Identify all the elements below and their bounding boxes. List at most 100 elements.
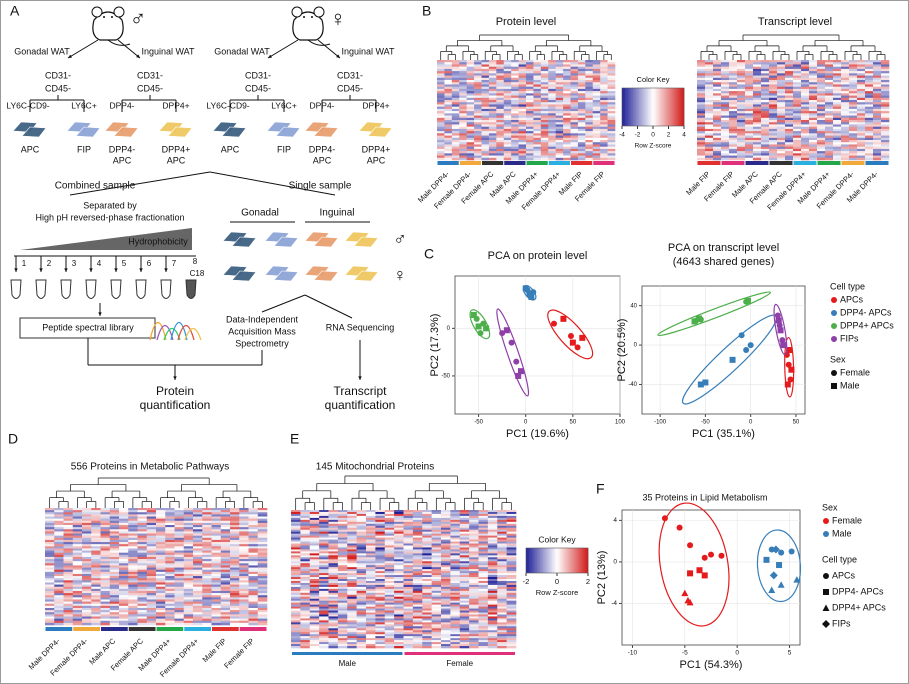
heatmap-cell [585, 128, 594, 132]
heatmap-cell [220, 578, 231, 581]
heatmap-cell [487, 535, 498, 538]
heatmap-cell [119, 595, 129, 598]
heatmap-cell [487, 515, 498, 519]
heatmap-cell [497, 549, 507, 552]
heatmap-cell [146, 620, 157, 624]
heatmap-cell [422, 549, 432, 552]
heatmap-cell [729, 97, 738, 101]
heatmap-cell [518, 75, 527, 79]
heatmap-cell [356, 577, 367, 580]
heatmap-cell [183, 590, 194, 594]
confidence-ellipse [469, 309, 491, 340]
heatmap-cell [319, 573, 329, 576]
heatmap-cell [63, 548, 74, 551]
color-key-swatch [654, 88, 657, 126]
heatmap-cell [785, 122, 794, 125]
heatmap-cell [506, 527, 517, 531]
heatmap-cell [459, 515, 470, 519]
heatmap-cell [607, 84, 616, 87]
heatmap-cell [487, 553, 498, 556]
heatmap-cell [563, 88, 571, 92]
point [787, 376, 794, 383]
heatmap-cell [291, 563, 301, 566]
heatmap-cell [356, 561, 367, 564]
heatmap-cell [72, 544, 83, 547]
heatmap-cell [128, 514, 138, 517]
heatmap-cell [366, 519, 376, 523]
heatmap-cell [193, 605, 203, 609]
heatmap-cell [366, 511, 376, 515]
heatmap-cell [697, 106, 706, 110]
heatmap-cell [488, 137, 497, 141]
heatmap-cell [881, 106, 890, 110]
heatmap-cell [422, 527, 432, 531]
heatmap-cell [128, 527, 138, 530]
heatmap-cell [841, 62, 850, 65]
heatmap-cell [183, 533, 194, 536]
column-color-bar [793, 161, 817, 165]
heatmap-cell [174, 578, 185, 581]
heatmap-cell [82, 542, 92, 545]
heatmap-cell [230, 552, 240, 556]
heatmap-cell [441, 545, 451, 548]
heatmap-cell [248, 571, 259, 575]
heatmap-cell [437, 60, 445, 63]
heatmap-cell [109, 597, 120, 600]
heatmap-cell [518, 135, 527, 139]
heatmap-cell [211, 508, 222, 511]
heatmap-cell [841, 66, 850, 70]
heatmap-cell [300, 571, 311, 574]
heatmap-cell [841, 80, 850, 83]
heatmap-cell [366, 573, 376, 576]
heatmap-cell [533, 144, 542, 147]
heatmap-cell [777, 64, 786, 67]
heatmap-cell [769, 122, 778, 125]
heatmap-cell [548, 60, 556, 63]
heatmap-cell [412, 545, 423, 548]
heatmap-cell [865, 100, 874, 103]
heatmap-cell [109, 612, 120, 615]
heatmap-cell [849, 91, 858, 94]
heatmap-cell [220, 522, 231, 526]
heatmap-cell [488, 91, 497, 94]
heatmap-cell [239, 595, 249, 598]
heatmap-cell [721, 66, 730, 70]
heatmap-cell [753, 142, 762, 145]
heatmap-cell [109, 618, 120, 622]
heatmap-cell [761, 106, 770, 110]
heatmap-cell [857, 88, 866, 92]
heatmap-cell [431, 577, 442, 580]
heatmap-cell [257, 582, 268, 585]
heatmap-cell [248, 508, 259, 511]
column-color-bar [865, 161, 889, 165]
heatmap-cell [230, 508, 240, 511]
heatmap-cell [403, 549, 414, 552]
heatmap-cell [119, 582, 129, 585]
heatmap-cell [474, 82, 482, 85]
heatmap-cell [570, 144, 579, 147]
heatmap-cell [777, 122, 786, 125]
heatmap-cell [873, 117, 882, 121]
heatmap-cell [518, 151, 527, 154]
heatmap-cell [394, 535, 404, 538]
heatmap-cell [459, 60, 467, 63]
heatmap-cell [239, 550, 249, 553]
heatmap-cell [592, 131, 601, 134]
heatmap-cell [592, 135, 601, 139]
column-color-bar [817, 161, 841, 165]
heatmap-cell [729, 122, 738, 125]
heatmap-cell [511, 62, 519, 65]
heatmap-cell [506, 521, 517, 525]
heatmap-cell [248, 576, 259, 579]
heatmap-cell [570, 77, 579, 81]
heatmap-cell [518, 71, 527, 74]
heatmap-cell [753, 131, 762, 134]
heatmap-cell [82, 535, 92, 539]
heatmap-cell [422, 521, 432, 525]
heatmap-cell [506, 575, 517, 578]
heatmap-cell [450, 545, 461, 548]
heatmap-cell [291, 543, 301, 546]
heatmap-cell [563, 157, 571, 161]
heatmap-cell [761, 153, 770, 156]
heatmap-cell [337, 511, 348, 515]
